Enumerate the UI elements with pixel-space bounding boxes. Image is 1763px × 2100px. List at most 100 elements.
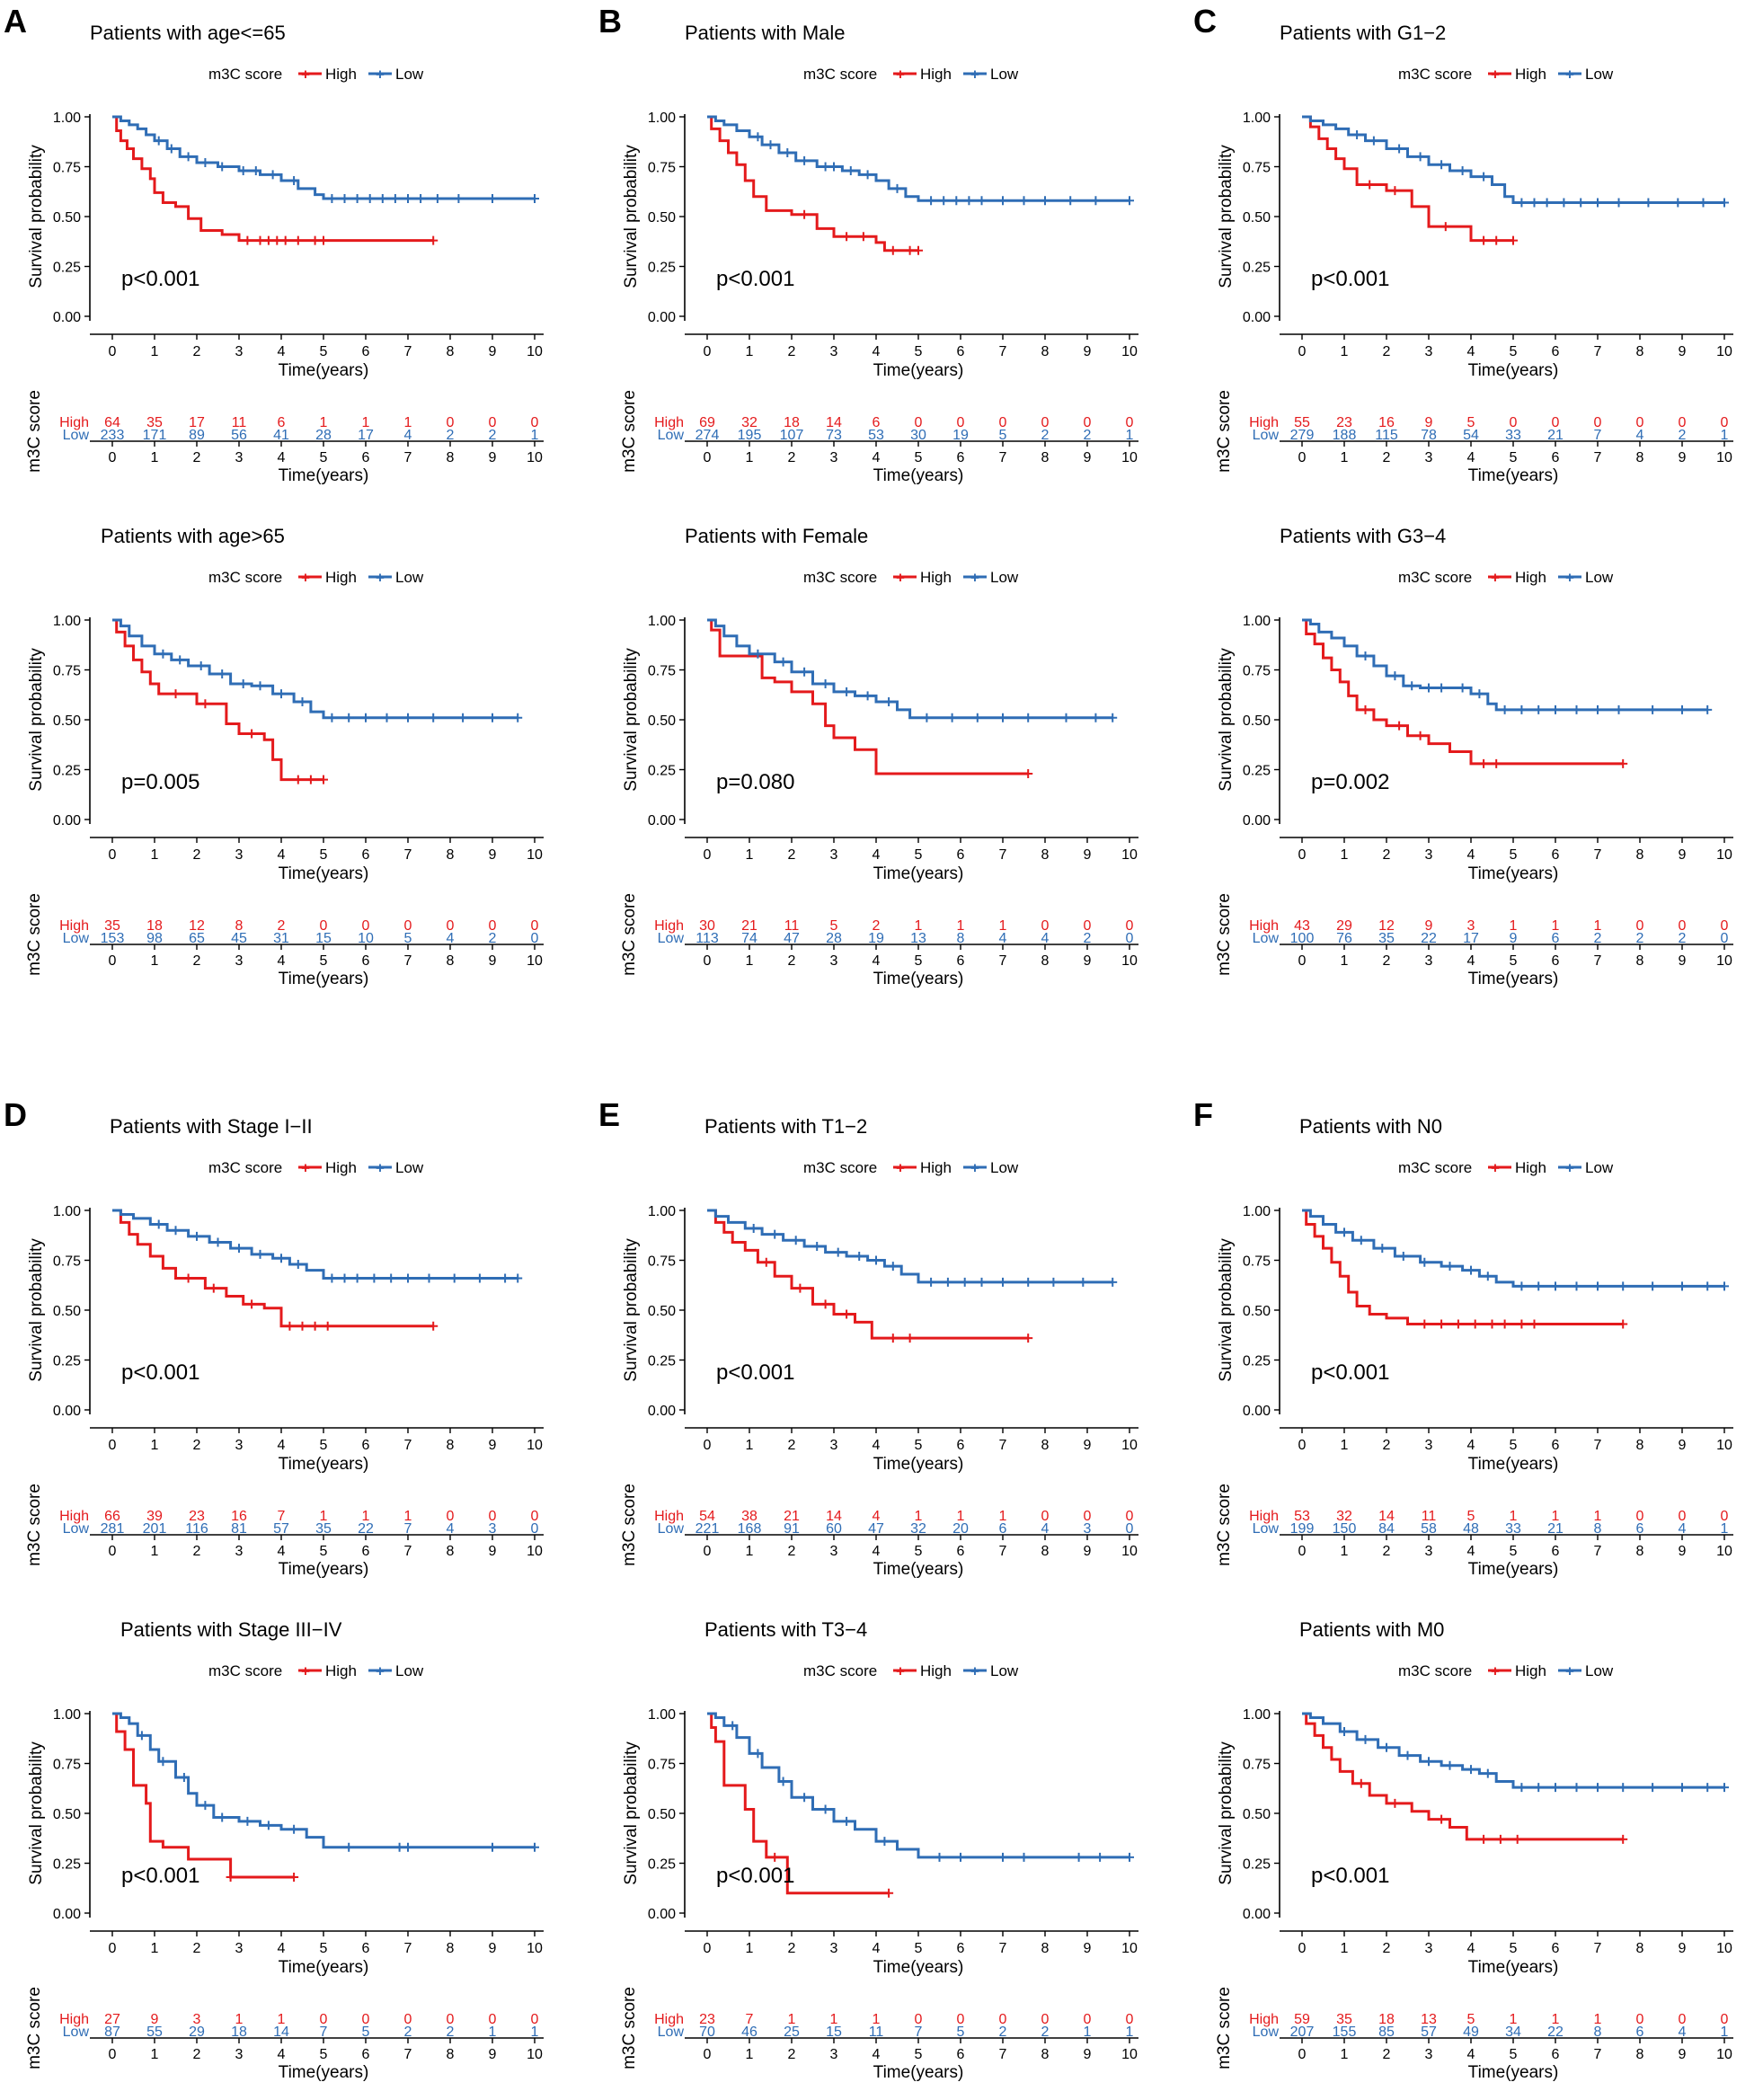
risk-count-low: 4 [404,428,412,443]
risk-count-high: 29 [1336,918,1352,934]
risk-x-tick-label: 10 [1121,450,1138,465]
risk-x-tick-label: 10 [1716,2047,1732,2062]
censor-mark-high [884,1888,894,1898]
legend: m3C score + High + Low [803,1662,1019,1680]
risk-x-tick-label: 4 [1467,450,1475,465]
risk-x-tick-label: 1 [151,953,159,969]
x-tick-label: 6 [362,1941,370,1956]
risk-count-low: 21 [1547,1521,1564,1537]
risk-x-tick-label: 0 [704,1544,712,1559]
risk-count-high: 0 [447,415,455,430]
risk-x-axis-title: Time(years) [279,1560,369,1579]
risk-row-label-low: Low [1253,1521,1280,1537]
censor-mark-low [1551,1783,1560,1793]
risk-count-high: 0 [447,1509,455,1524]
x-tick-label: 0 [704,344,712,359]
risk-row-label-high: High [59,415,89,430]
risk-x-tick-label: 7 [999,953,1007,969]
y-tick-label: 0.00 [53,1907,81,1922]
risk-count-low: 107 [780,428,804,443]
risk-count-high: 1 [362,415,370,430]
risk-count-high: 1 [404,1509,412,1524]
risk-count-low: 29 [189,2025,205,2040]
x-tick-label: 7 [404,847,412,863]
risk-count-low: 32 [910,1521,926,1537]
censor-mark-low [501,1273,510,1283]
risk-x-tick-label: 7 [1594,450,1602,465]
p-value: p<0.001 [1311,267,1389,291]
censor-mark-low [1445,1262,1455,1272]
censor-mark-high [285,1321,295,1331]
risk-count-high: 8 [235,918,244,934]
y-tick-label: 0.75 [1243,664,1271,679]
censor-mark-low [1576,198,1586,208]
risk-count-low: 5 [362,2025,370,2040]
risk-x-tick-label: 0 [1298,953,1307,969]
censor-mark-low [394,1842,404,1852]
risk-count-low: 47 [784,931,800,946]
y-tick-label: 1.00 [1243,614,1271,629]
risk-count-low: 10 [358,931,374,946]
x-tick-label: 5 [1510,1941,1518,1956]
censor-mark-low [1534,704,1544,714]
y-axis-title: Survival probability [1217,648,1236,792]
censor-mark-high [323,1321,332,1331]
legend-title: m3C score [1398,1159,1472,1176]
legend-title: m3C score [1398,1662,1472,1679]
risk-x-axis-title: Time(years) [1468,970,1559,988]
panel-title: Patients with T3−4 [704,1618,867,1641]
legend-high-label: High [325,66,357,83]
risk-x-tick-label: 3 [830,953,838,969]
censor-mark-low [1572,1281,1581,1291]
risk-count-high: 0 [320,918,328,934]
censor-mark-high [280,235,290,245]
x-tick-label: 3 [235,1438,244,1453]
risk-count-low: 1 [1126,428,1134,443]
x-tick-label: 4 [1467,847,1475,863]
censor-mark-low [1551,1281,1560,1291]
y-tick-label: 0.00 [1243,1907,1271,1922]
risk-x-axis-title: Time(years) [1468,1560,1559,1579]
censor-mark-high [293,235,303,245]
risk-x-tick-label: 1 [151,450,159,465]
risk-count-low: 199 [1290,1521,1315,1537]
risk-count-high: 32 [1336,1509,1352,1524]
risk-count-low: 30 [910,428,926,443]
legend: m3C score + High + Low [1398,569,1614,587]
censor-mark-low [1023,713,1033,722]
risk-x-tick-label: 4 [278,1544,286,1559]
risk-count-high: 0 [1636,2012,1644,2027]
risk-count-low: 47 [868,1521,884,1537]
risk-x-tick-label: 9 [1679,450,1687,465]
risk-count-low: 6 [1636,2025,1644,2040]
y-tick-label: 0.75 [648,664,676,679]
panel-title: Patients with age<=65 [90,22,286,44]
x-tick-label: 6 [957,344,965,359]
censor-mark-low [753,1749,763,1759]
risk-count-low: 11 [869,2025,884,2040]
risk-x-tick-label: 6 [362,953,370,969]
risk-count-low: 2 [489,428,497,443]
km-curve-low [707,1209,1113,1284]
censor-mark-low [1378,1244,1387,1254]
x-tick-label: 7 [1594,1941,1602,1956]
legend-title: m3C score [803,1159,877,1176]
censor-mark-high [429,235,439,245]
risk-count-high: 23 [699,2012,715,2027]
censor-mark-low [1457,683,1467,693]
risk-count-high: 1 [1594,2012,1602,2027]
x-tick-label: 7 [999,1941,1007,1956]
legend-high-cross: + [301,1160,310,1177]
x-tick-label: 3 [235,1941,244,1956]
p-value: p<0.001 [121,267,199,291]
x-tick-label: 5 [915,847,923,863]
censor-mark-low [1390,671,1400,681]
legend: m3C score + High + Low [1398,1159,1614,1177]
risk-row-label-high: High [59,1509,89,1524]
censor-mark-low [1698,198,1708,208]
risk-count-low: 54 [1463,428,1479,443]
x-tick-label: 7 [1594,847,1602,863]
censor-mark-low [829,162,838,172]
y-tick-label: 1.00 [1243,111,1271,126]
x-tick-label: 6 [362,1438,370,1453]
